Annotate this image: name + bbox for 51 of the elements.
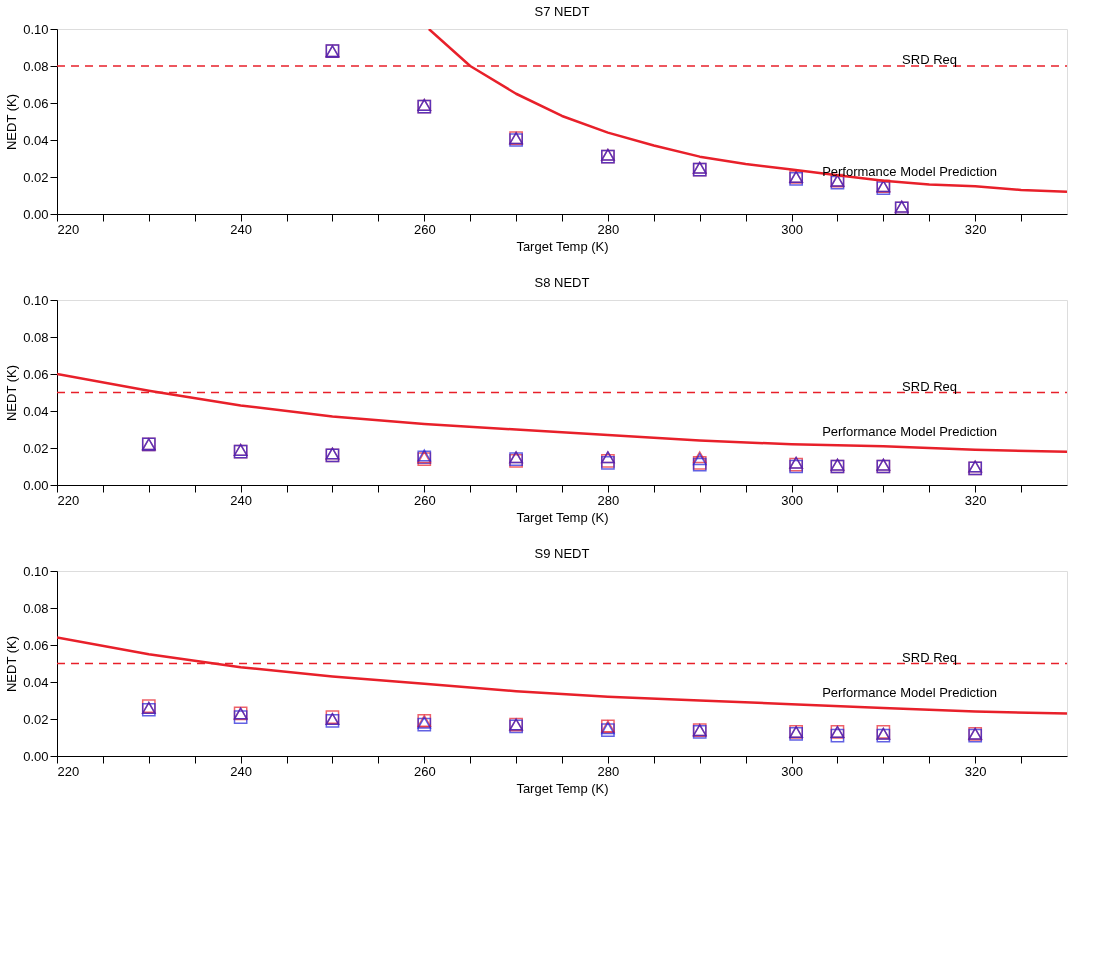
y-tick-label: 0.10 — [23, 292, 49, 308]
y-tick-label: 0.00 — [23, 748, 49, 764]
x-axis-title: Target Temp (K) — [516, 780, 609, 796]
y-tick-label: 0.02 — [23, 440, 49, 456]
x-tick-label: 280 — [597, 763, 620, 779]
x-tick-label: 240 — [230, 221, 252, 237]
x-tick-label: 320 — [964, 221, 987, 237]
series-label: Performance Model Prediction — [822, 685, 997, 701]
y-axis-title: NEDT (K) — [4, 635, 20, 693]
y-tick-label: 0.06 — [23, 637, 49, 653]
y-tick-label: 0.06 — [23, 366, 49, 382]
y-tick-label: 0.08 — [23, 58, 49, 74]
y-tick-label: 0.10 — [23, 21, 49, 37]
y-tick-label: 0.10 — [23, 563, 49, 579]
y-tick-label: 0.04 — [23, 403, 49, 419]
chart-title: S9 NEDT — [534, 546, 590, 561]
y-tick-label: 0.00 — [23, 206, 49, 222]
chart-title: S7 NEDT — [534, 4, 590, 19]
x-axis-title: Target Temp (K) — [516, 238, 609, 254]
x-axis-title: Target Temp (K) — [516, 509, 609, 525]
y-tick-label: 0.04 — [23, 132, 49, 148]
x-tick-label: 300 — [781, 492, 803, 508]
y-tick-label: 0.04 — [23, 674, 49, 690]
x-tick-label: 260 — [413, 763, 436, 779]
ref-line-label: SRD Req — [902, 378, 957, 394]
y-axis-title: NEDT (K) — [4, 93, 20, 151]
x-tick-label: 320 — [964, 763, 987, 779]
y-tick-label: 0.08 — [23, 329, 49, 345]
x-tick-label: 240 — [230, 492, 252, 508]
x-tick-label: 220 — [57, 763, 80, 779]
ref-line-label: SRD Req — [902, 52, 957, 67]
x-tick-label: 300 — [781, 763, 803, 779]
ref-line-label: SRD Req — [902, 649, 957, 665]
y-tick-label: 0.02 — [23, 169, 49, 185]
y-axis-title: NEDT (K) — [4, 364, 20, 422]
chart-title: S8 NEDT — [534, 275, 590, 290]
x-tick-label: 260 — [413, 492, 436, 508]
x-tick-label: 240 — [230, 763, 252, 779]
x-tick-label: 320 — [964, 492, 987, 508]
x-tick-label: 280 — [597, 492, 620, 508]
y-tick-label: 0.08 — [23, 600, 49, 616]
series-label: Performance Model Prediction — [822, 163, 997, 179]
series-label: Performance Model Prediction — [822, 423, 997, 439]
x-tick-label: 280 — [597, 221, 620, 237]
x-tick-label: 220 — [57, 492, 80, 508]
x-tick-label: 300 — [781, 221, 803, 237]
x-tick-label: 220 — [57, 221, 80, 237]
x-tick-label: 260 — [413, 221, 436, 237]
y-tick-label: 0.00 — [23, 477, 49, 493]
y-tick-label: 0.06 — [23, 95, 49, 111]
y-tick-label: 0.02 — [23, 711, 49, 727]
